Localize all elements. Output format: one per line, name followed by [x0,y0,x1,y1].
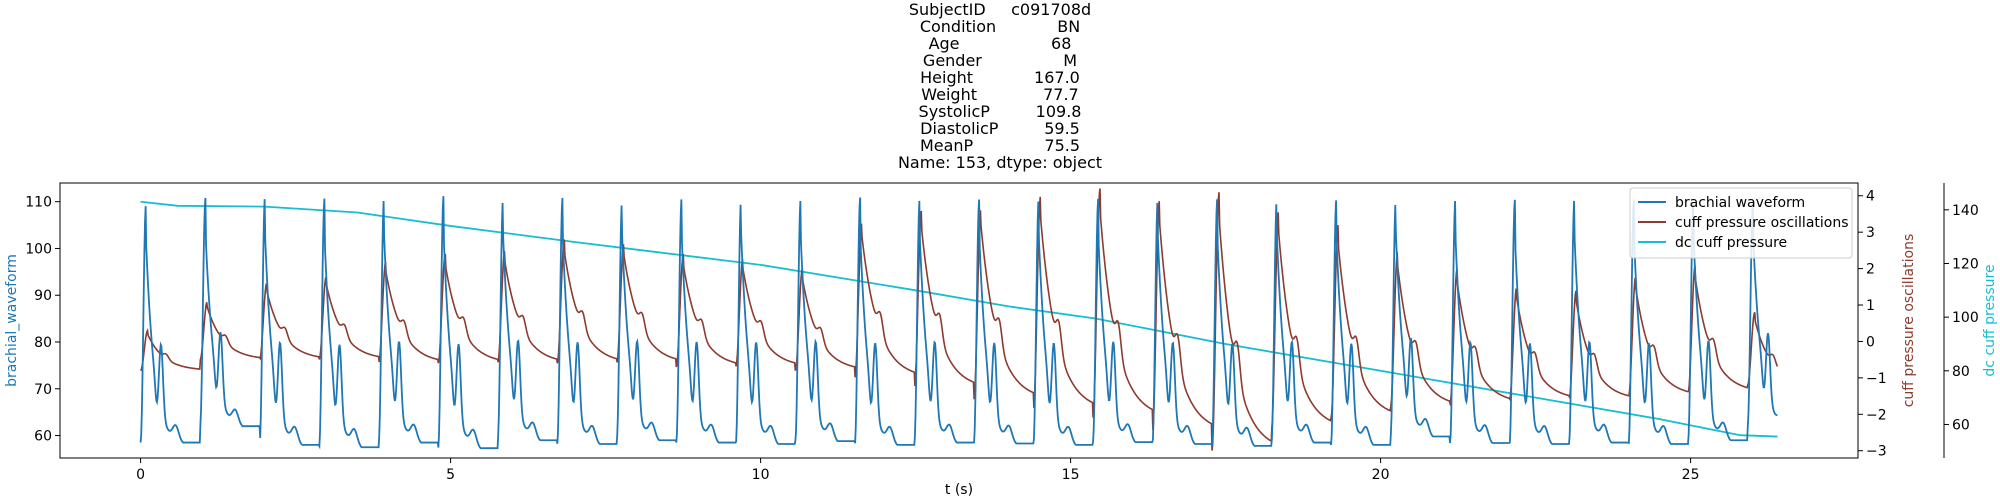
left-y-tick-label: 60 [34,429,52,445]
right-y-tick-label: 2 [1866,262,1875,278]
left-y-axis-label: brachial_waveform [4,254,20,387]
outer-y-tick-label: 140 [1952,203,1979,219]
right-y-tick-label: 1 [1866,298,1875,314]
series-cuff-pressure-oscillations [139,188,1779,451]
title-line: SystolicP 109.8 [918,102,1082,121]
title-line: Gender M [922,51,1078,70]
legend-label: brachial waveform [1675,195,1805,211]
plot-frame [59,182,1859,459]
x-tick-label: 0 [136,467,145,483]
series-brachial-waveform [139,196,1778,450]
outer-y-tick-label: 60 [1952,417,1970,433]
series-dc-cuff-pressure [140,200,1778,438]
right-y-tick-label: −3 [1866,444,1887,460]
legend-label: dc cuff pressure [1675,235,1787,251]
right-y-axis-label: cuff pressure oscillations [1901,234,1917,408]
title-line: Condition BN [919,17,1081,36]
right-y-tick-label: −2 [1866,407,1887,423]
title-line: Weight 77.7 [921,85,1079,104]
x-tick-label: 25 [1682,467,1700,483]
outer-y-tick-label: 120 [1952,256,1979,272]
x-tick-label: 10 [752,467,770,483]
plot-area [60,183,1858,458]
right-y-tick-label: 4 [1866,189,1875,205]
title-line: Height 167.0 [920,68,1080,87]
legend-box [1629,187,1853,259]
x-tick-label: 15 [1062,467,1080,483]
right-y-tick-label: 0 [1866,334,1875,350]
x-tick-label: 20 [1372,467,1390,483]
outer-y-axis-label: dc cuff pressure [1982,264,1998,376]
outer-y-tick-label: 100 [1952,310,1979,326]
title-line: DiastolicP 59.5 [920,119,1080,138]
x-axis-label: t (s) [945,482,973,498]
x-tick-label: 5 [446,467,455,483]
right-y-tick-label: −1 [1866,371,1887,387]
left-y-tick-label: 80 [34,335,52,351]
left-y-tick-label: 110 [25,195,52,211]
right-y-tick-label: 3 [1866,225,1875,241]
title-line: SubjectID c091708d [908,0,1092,19]
title-line: Name: 153, dtype: object [897,153,1103,172]
chart-title: SubjectID c091708d Condition BN Age 68 Gend… [0,0,2000,178]
outer-y-tick-label: 80 [1952,364,1970,380]
legend-label: cuff pressure oscillations [1675,215,1849,231]
title-line: Age 68 [928,34,1072,53]
title-line: MeanP 75.5 [919,136,1081,155]
left-y-tick-label: 90 [34,288,52,304]
left-y-tick-label: 100 [25,241,52,257]
left-y-tick-label: 70 [34,382,52,398]
